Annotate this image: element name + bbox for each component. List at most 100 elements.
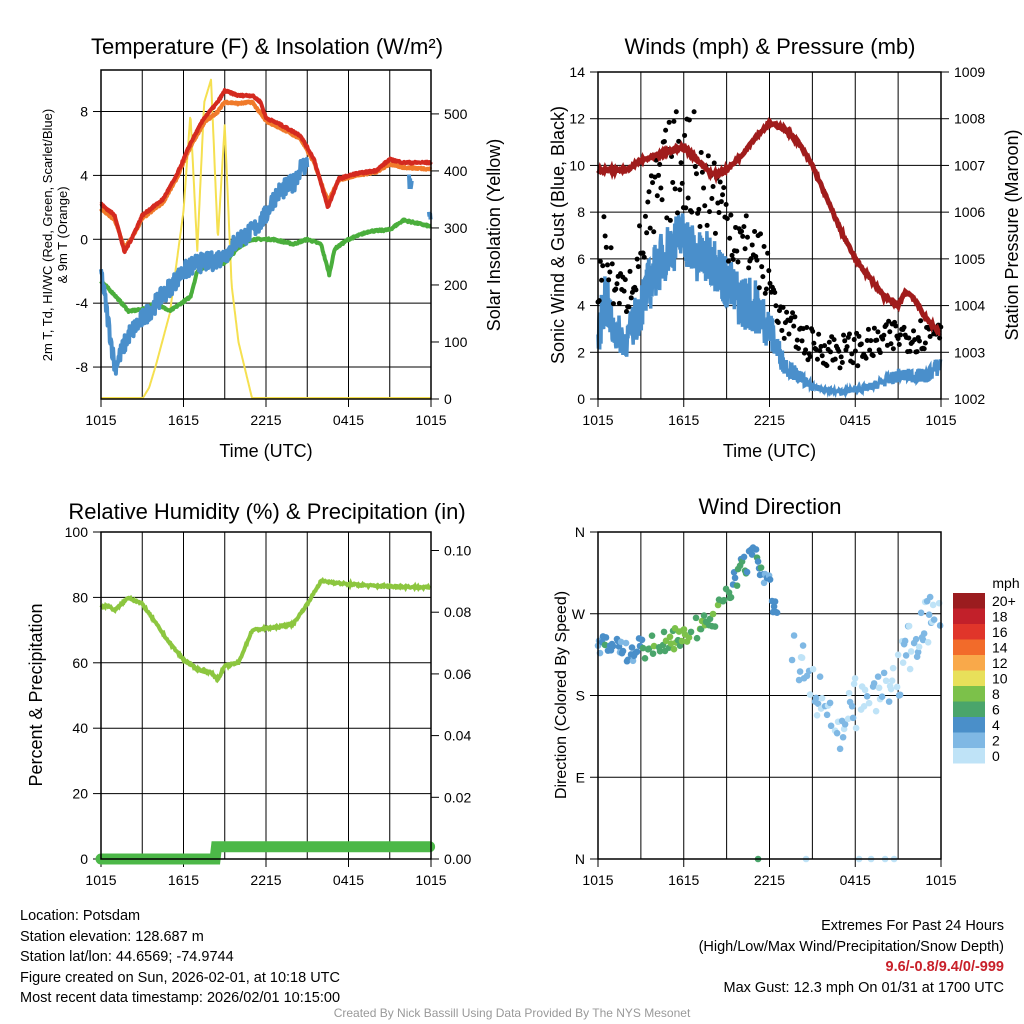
legend-label: 12 [992, 655, 1008, 671]
y-right-tick-label: 1002 [954, 391, 985, 407]
direction-point [860, 703, 868, 710]
x-tick-label: 0415 [333, 412, 364, 428]
gust-point [790, 310, 796, 316]
y-tick-label: N [575, 524, 585, 540]
gust-point [795, 345, 801, 351]
gust-point [670, 179, 676, 185]
direction-point [849, 714, 857, 722]
direction-point [609, 642, 617, 650]
direction-point [818, 694, 826, 702]
gust-point [870, 353, 876, 359]
y-tick-label: 40 [72, 720, 88, 736]
credit-text: Created By Nick Bassill Using Data Provi… [333, 1006, 691, 1020]
gust-point [775, 320, 781, 326]
gust-point [697, 223, 703, 229]
direction-point [748, 551, 756, 558]
series-station-pressure [596, 116, 942, 337]
gust-point [705, 153, 711, 159]
recent-timestamp-text: Most recent data timestamp: 2026/02/01 1… [20, 990, 341, 1006]
gust-point [831, 337, 837, 343]
y-tick-label: 4 [80, 167, 88, 183]
direction-point [925, 611, 933, 619]
direction-point [645, 645, 653, 652]
direction-point [878, 693, 886, 701]
x-tick-label: 0415 [333, 872, 364, 888]
y-tick-label: 2 [577, 344, 585, 360]
gust-point [728, 212, 734, 218]
gust-point [642, 213, 648, 219]
y-right-tick-label: 0.10 [444, 543, 471, 559]
gust-point [723, 202, 729, 208]
gust-point [663, 127, 669, 133]
gust-point [707, 209, 713, 215]
gust-point [880, 336, 886, 342]
direction-point [905, 622, 913, 630]
direction-point [770, 603, 778, 610]
gust-point [674, 210, 680, 216]
gust-point [890, 346, 896, 352]
gust-point [863, 355, 869, 361]
y-right-tick-label: 400 [444, 163, 468, 179]
gust-point [614, 281, 620, 287]
chart-title: Wind Direction [698, 494, 841, 519]
direction-point [912, 635, 920, 643]
direction-point [880, 669, 888, 677]
direction-point [790, 632, 798, 639]
direction-point [680, 626, 688, 633]
gust-point [603, 244, 609, 250]
y-right-tick-label: 500 [444, 106, 468, 122]
direction-point [850, 680, 858, 688]
gust-point [613, 286, 619, 292]
gust-point [740, 233, 746, 239]
y-right-tick-label: 1008 [954, 111, 985, 127]
gust-point [682, 132, 688, 138]
gust-point [810, 328, 816, 334]
gust-point [814, 356, 820, 362]
x-tick-label: 0415 [840, 872, 871, 888]
x-tick-label: 1015 [85, 412, 116, 428]
gust-point [749, 242, 755, 248]
y-right-tick-label: 1007 [954, 157, 985, 173]
extremes-title: Extremes For Past 24 Hours [821, 918, 1004, 934]
gust-point [608, 245, 614, 251]
direction-point [902, 652, 910, 659]
gust-point [842, 338, 848, 344]
legend-swatch [953, 670, 985, 686]
y-right-tick-label: 100 [444, 334, 468, 350]
direction-point [743, 568, 751, 576]
x-tick-label: 1015 [925, 872, 956, 888]
gust-point [644, 230, 650, 236]
y-right-tick-label: 300 [444, 220, 468, 236]
direction-point [899, 659, 907, 666]
gust-point [727, 235, 733, 241]
direction-point [796, 668, 804, 675]
series-hi-wc-late [407, 174, 414, 190]
direction-point [617, 638, 625, 646]
gust-point [837, 365, 843, 371]
gust-point [819, 353, 825, 359]
gust-point [696, 206, 702, 212]
y-tick-label: -4 [76, 295, 89, 311]
direction-point [885, 698, 893, 705]
gust-point [739, 228, 745, 234]
gust-point [629, 289, 635, 295]
station-info: Location: Potsdam Station elevation: 128… [20, 906, 340, 1009]
plot-frame [597, 71, 942, 400]
direction-point [649, 650, 657, 657]
gust-point [616, 300, 622, 306]
gust-point [858, 341, 864, 347]
gust-point [865, 326, 871, 332]
chart-title: Temperature (F) & Insolation (W/m²) [91, 34, 443, 59]
gust-point [852, 348, 858, 354]
gust-point [628, 295, 634, 301]
x-tick-label: 1015 [582, 412, 613, 428]
gust-point [679, 180, 685, 186]
direction-point [709, 610, 717, 618]
gust-point [640, 250, 646, 256]
gust-point [766, 268, 772, 274]
direction-point [731, 574, 739, 582]
gust-point [621, 288, 627, 294]
latlon-text: Station lat/lon: 44.6569; -74.9744 [20, 949, 234, 965]
gust-point [897, 332, 903, 338]
gust-point [655, 172, 661, 178]
